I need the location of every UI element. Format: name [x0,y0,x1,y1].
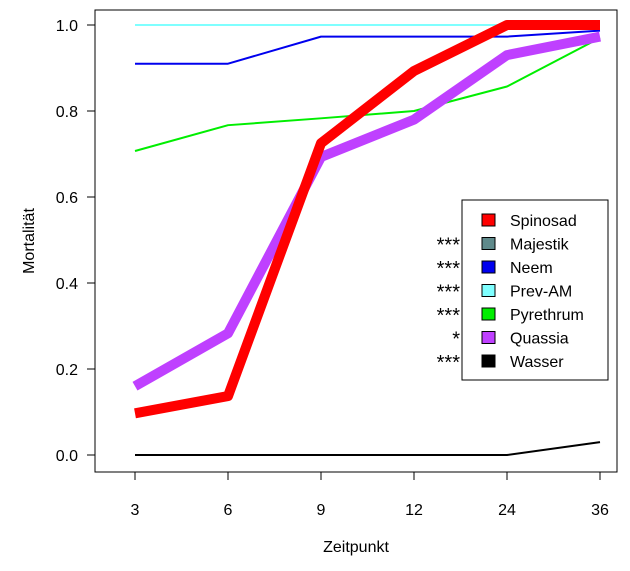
y-tick-label: 0.2 [56,362,78,379]
significance-stars: *** [437,235,461,257]
legend-swatch-wasser [481,354,496,368]
legend-swatch-quassia [481,331,496,344]
tick-layer: 3 6 9 12 24 360.00.20.40.60.81.0 [56,18,609,519]
legend-swatch-spinosad [481,213,496,227]
y-tick-label: 0.4 [56,276,78,293]
y-tick-label: 0.0 [56,448,78,465]
series-line-spinosad [134,20,600,419]
legend-label-wasser: Wasser [510,354,564,371]
legend-swatch-neem [481,260,496,274]
legend-label-quassia: Quassia [510,331,569,348]
legend-swatch-majestik [481,237,496,250]
x-tick-label: 3 [131,502,140,519]
legend-label-majestik: Majestik [510,237,570,254]
y-axis-label: Mortalität [21,208,38,274]
legend-swatch-prev-am [481,284,496,297]
significance-stars: *** [437,282,461,304]
x-tick-label: 24 [498,502,516,519]
x-axis-label: Zeitpunkt [323,539,389,556]
series-layer [132,20,601,456]
legend-swatch-pyrethrum [481,307,496,321]
x-tick-label: 9 [317,502,326,519]
significance-stars: *** [437,352,461,374]
legend-label-prev-am: Prev-AM [510,284,572,301]
legend: Spinosad Majestik *** Neem *** Prev-AM *** Pyre… [437,199,609,381]
series-line-wasser [135,441,601,456]
legend-label-pyrethrum: Pyrethrum [510,307,584,324]
plot-frame [94,9,618,473]
series-line-pyrethrum [134,37,601,152]
series-line-quassia [132,31,601,391]
series-line-neem [135,29,601,65]
x-tick-label: 12 [405,502,423,519]
significance-stars: *** [437,258,461,280]
y-tick-label: 0.6 [56,190,78,207]
significance-stars: * [452,329,460,351]
legend-label-neem: Neem [510,260,553,277]
y-tick-label: 1.0 [56,18,78,35]
significance-stars: *** [437,305,461,327]
x-tick-label: 6 [224,502,233,519]
legend-label-spinosad: Spinosad [510,213,577,230]
y-tick-label: 0.8 [56,104,78,121]
x-tick-label: 36 [591,502,609,519]
